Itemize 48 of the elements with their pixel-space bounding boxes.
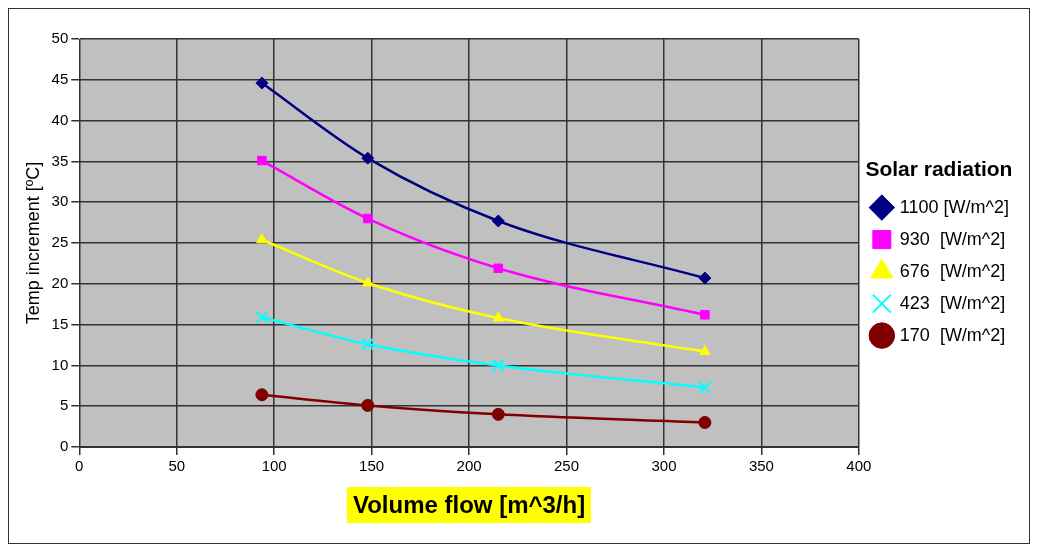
y-tick-label: 50	[51, 29, 69, 47]
legend-label: 930 [W/m^2]	[899, 228, 1006, 249]
legend-label: 170 [W/m^2]	[899, 324, 1006, 345]
point	[362, 213, 373, 224]
legend-label: 423 [W/m^2]	[899, 292, 1006, 313]
y-tick-label: 40	[51, 110, 69, 128]
point	[492, 311, 504, 322]
y-tick-label: 5	[59, 396, 69, 414]
point	[255, 76, 269, 90]
y-tick-label: 30	[51, 192, 69, 210]
point	[698, 271, 712, 285]
y-tick-label: 25	[51, 233, 69, 251]
y-tick-label: 20	[51, 273, 69, 291]
point	[698, 380, 712, 395]
x-tick-label: 250	[554, 457, 580, 475]
x-axis-title: Volume flow [m^3/h]	[346, 487, 592, 523]
point	[698, 416, 712, 430]
y-tick-label: 15	[51, 314, 69, 332]
x-tick-label: 350	[748, 457, 774, 475]
point	[361, 398, 375, 412]
point	[361, 337, 375, 351]
point	[256, 233, 268, 244]
x-tick-label: 50	[168, 457, 186, 475]
y-tick-label: 35	[51, 151, 69, 169]
x-tick-label: 0	[75, 457, 84, 475]
legend-title: Solar radiation	[865, 156, 1013, 180]
x-tick-label: 100	[261, 457, 287, 475]
x-tick-label: 200	[456, 457, 482, 475]
point	[257, 155, 267, 166]
point	[699, 345, 711, 356]
x-tick-label: 300	[651, 457, 677, 475]
point	[491, 358, 505, 373]
y-tick-label: 45	[51, 69, 69, 87]
y-tick-label: 0	[59, 437, 69, 455]
y-tick-label: 10	[51, 355, 69, 373]
point	[361, 151, 375, 165]
point	[362, 276, 374, 287]
point	[491, 214, 505, 228]
point	[700, 310, 710, 320]
legend-label: 676 [W/m^2]	[899, 260, 1006, 281]
point	[493, 263, 504, 274]
y-axis-title: Temp increment [ºC]	[22, 161, 43, 325]
point	[255, 310, 269, 324]
x-tick-label: 400	[846, 457, 872, 475]
x-tick-label: 150	[359, 457, 385, 475]
point	[491, 407, 505, 421]
point	[255, 388, 269, 402]
legend-label: 1100 [W/m^2]	[899, 196, 1009, 217]
